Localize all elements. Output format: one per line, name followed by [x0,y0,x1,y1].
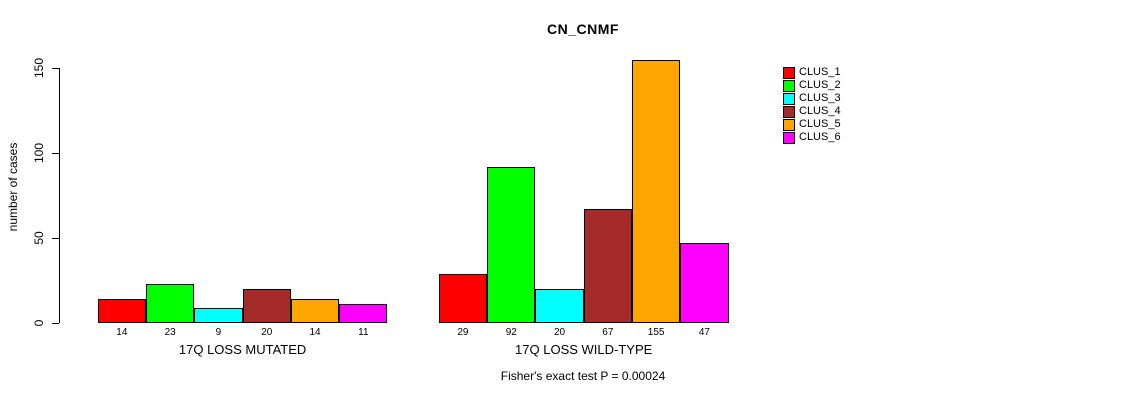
chart-title: CN_CNMF [547,21,619,37]
legend-label: CLUS_3 [799,92,841,104]
legend-entry: CLUS_5 [783,118,841,131]
bar [339,304,388,323]
bar [97,299,146,323]
bar-value-label: 14 [309,327,321,338]
bar-value-label: 23 [164,327,176,338]
y-tick-mark [52,152,59,154]
bar [290,299,340,323]
bar-value-label: 9 [215,327,222,338]
legend-label: CLUS_4 [799,105,841,117]
bar [146,283,195,323]
bar-value-label: 20 [261,327,273,338]
fisher-test-note: Fisher's exact test P = 0.00024 [500,369,666,383]
y-tick-mark [52,237,59,239]
bar-value-label: 20 [553,327,566,338]
bar-value-label: 155 [647,327,665,338]
legend-color-swatch [783,131,795,144]
y-tick-label: 150 [32,57,46,79]
bar-value-label: 11 [358,327,369,338]
bar [242,289,291,323]
bar-value-label: 92 [505,327,517,338]
legend-entry: CLUS_2 [783,79,841,92]
y-tick-label: 0 [32,319,46,327]
bar-value-label: 14 [116,327,128,338]
bar-value-label: 67 [602,327,614,338]
y-tick-mark [52,67,59,69]
bar-value-label: 29 [457,327,469,338]
y-tick-mark [52,322,59,324]
legend-entry: CLUS_3 [783,92,841,105]
legend-color-swatch [783,118,795,131]
legend-label: CLUS_2 [799,79,841,91]
group-label: 17Q LOSS MUTATED [178,342,307,357]
group-label: 17Q LOSS WILD-TYPE [515,342,653,357]
y-tick-label: 100 [32,142,46,164]
legend: CLUS_1 CLUS_2 CLUS_3 CLUS_4 CLUS_5 CLUS_6 [783,66,841,144]
y-axis-line [59,68,60,323]
bar-value-label: 47 [698,327,710,338]
legend-color-swatch [783,66,795,79]
bar [680,243,729,323]
bar [487,166,536,323]
bar [583,209,632,323]
bar [194,307,243,323]
legend-entry: CLUS_1 [783,66,841,79]
legend-label: CLUS_1 [799,66,841,78]
legend-color-swatch [783,79,795,92]
legend-color-swatch [783,92,795,105]
bar [438,273,488,323]
y-tick-label: 50 [32,231,46,245]
bar [535,289,584,323]
legend-label: CLUS_5 [799,118,841,130]
bar [632,59,681,323]
legend-label: CLUS_6 [799,131,841,143]
legend-entry: CLUS_4 [783,105,841,118]
y-axis-label: number of cases [6,142,20,232]
legend-color-swatch [783,105,795,118]
legend-entry: CLUS_6 [783,131,841,144]
